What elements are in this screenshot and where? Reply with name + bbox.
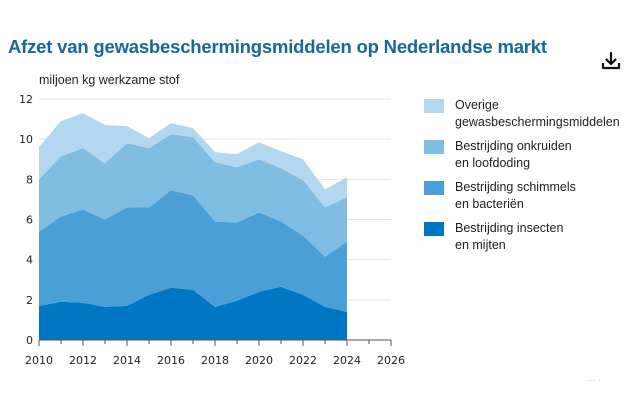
y-tick-label: 4	[26, 254, 33, 267]
legend-item-overige: Overige gewasbeschermingsmiddelen	[424, 97, 626, 138]
y-tick-label: 8	[26, 173, 33, 186]
legend-label: Bestrijding onkruiden en loofdoding	[455, 139, 572, 170]
x-tick-label: 2018	[201, 354, 229, 367]
y-tick-label: 6	[26, 214, 33, 227]
footnote: ···· ·	[586, 378, 602, 384]
y-tick-label: 12	[19, 93, 33, 106]
x-tick-label: 2014	[113, 354, 141, 367]
legend-swatch	[424, 140, 444, 154]
y-axis-label: miljoen kg werkzame stof	[39, 73, 180, 87]
x-tick-label: 2026	[377, 354, 405, 367]
area-onkruiden	[39, 134, 347, 257]
legend-label: Overige gewasbeschermingsmiddelen	[455, 98, 620, 129]
legend-swatch	[424, 222, 444, 236]
legend-item-insecten: Bestrijding insecten en mijten	[424, 220, 626, 261]
legend-swatch	[424, 99, 444, 113]
y-tick-label: 10	[19, 133, 33, 146]
x-tick-label: 2010	[25, 354, 53, 367]
legend-item-onkruiden: Bestrijding onkruiden en loofdoding	[424, 138, 626, 179]
download-icon	[601, 51, 621, 70]
x-tick-label: 2016	[157, 354, 185, 367]
legend-label: Bestrijding schimmels en bacteriën	[455, 180, 576, 211]
area-series	[39, 113, 347, 340]
y-tick-label: 0	[26, 334, 33, 347]
legend: Overige gewasbeschermingsmiddelen Bestrij…	[424, 97, 626, 261]
area-overige	[39, 113, 347, 208]
x-tick-label: 2024	[333, 354, 361, 367]
chart-title: Afzet van gewasbeschermingsmiddelen op N…	[8, 36, 547, 57]
x-tick-label: 2012	[69, 354, 97, 367]
download-button[interactable]	[600, 50, 622, 72]
legend-label: Bestrijding insecten en mijten	[455, 221, 564, 252]
legend-swatch	[424, 181, 444, 195]
area-insecten	[39, 286, 347, 340]
axes: 0 2 4 6 8 10 12 2010 2012 2014 2016 2018 2020 2022 202…	[19, 93, 405, 367]
area-schimmels	[39, 190, 347, 312]
y-tick-label: 2	[26, 294, 33, 307]
legend-item-schimmels: Bestrijding schimmels en bacteriën	[424, 179, 626, 220]
x-tick-label: 2022	[289, 354, 317, 367]
x-tick-label: 2020	[245, 354, 273, 367]
